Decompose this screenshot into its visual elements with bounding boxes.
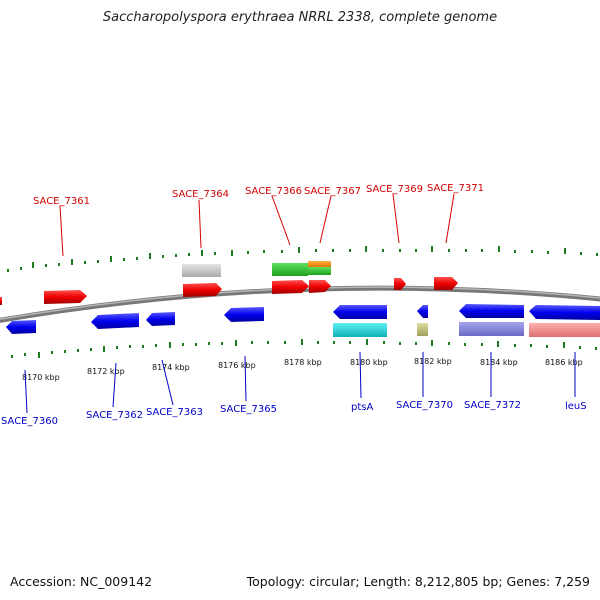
gene-label[interactable]: SACE_7365: [220, 404, 277, 415]
map-title: Saccharopolyspora erythraea NRRL 2338, c…: [102, 10, 498, 25]
tick-label: 8180 kbp: [350, 358, 388, 367]
gene-label[interactable]: SACE_7364: [172, 189, 229, 200]
feature-box-purple[interactable]: [459, 322, 524, 336]
forward-genes: [0, 277, 458, 305]
gene-label[interactable]: leuS: [565, 401, 587, 412]
gene-label[interactable]: SACE_7370: [396, 400, 453, 411]
gene-label[interactable]: SACE_7362: [86, 410, 143, 421]
gene-label[interactable]: SACE_7371: [427, 183, 484, 194]
tick-label: 8184 kbp: [480, 358, 518, 367]
gene-arrow-forward[interactable]: [44, 290, 87, 304]
gene-label[interactable]: SACE_7366: [245, 186, 302, 197]
gene-arrow-forward[interactable]: [309, 280, 331, 293]
gene-arrow-reverse[interactable]: [333, 305, 387, 319]
feature-box-olive[interactable]: [417, 323, 428, 336]
inner-tick-row: [11, 339, 597, 358]
gene-arrow-reverse[interactable]: [459, 304, 524, 318]
gene-label[interactable]: SACE_7363: [146, 407, 203, 418]
topology-length-genes-text: Topology: circular; Length: 8,212,805 bp…: [246, 574, 590, 589]
gene-arrow-reverse[interactable]: [91, 313, 139, 329]
gene-label[interactable]: SACE_7360: [1, 416, 58, 427]
top-gene-labels: SACE_7361 SACE_7364 SACE_7366 SACE_7367 …: [33, 183, 484, 207]
gene-arrow-reverse[interactable]: [529, 305, 600, 320]
gene-arrow-reverse[interactable]: [6, 320, 36, 334]
feature-box-pink[interactable]: [529, 323, 600, 337]
tick-label: 8178 kbp: [284, 358, 322, 367]
tick-label: 8170 kbp: [22, 373, 60, 382]
accession-text: Accession: NC_009142: [10, 574, 153, 589]
gene-arrow-forward[interactable]: [0, 297, 2, 305]
feature-box-cyan[interactable]: [333, 323, 387, 337]
reverse-genes: [6, 304, 600, 334]
tick-labels: 8170 kbp 8172 kbp 8174 kbp 8176 kbp 8178…: [22, 357, 583, 382]
gene-label[interactable]: ptsA: [351, 402, 373, 413]
tick-label: 8182 kbp: [414, 357, 452, 366]
gene-label[interactable]: SACE_7369: [366, 184, 423, 195]
feature-box-gray[interactable]: [182, 264, 221, 277]
tick-label: 8174 kbp: [152, 363, 190, 372]
gene-arrow-forward[interactable]: [394, 278, 406, 290]
tick-label: 8176 kbp: [218, 361, 256, 370]
bottom-gene-labels: SACE_7360 SACE_7362 SACE_7363 SACE_7365 …: [1, 400, 587, 427]
gene-arrow-forward[interactable]: [183, 283, 222, 297]
feature-box-orange[interactable]: [308, 261, 331, 267]
tick-label: 8172 kbp: [87, 367, 125, 376]
gene-arrow-reverse[interactable]: [224, 307, 264, 322]
bottom-leaders: [24, 351, 576, 414]
feature-box-green[interactable]: [308, 267, 331, 275]
tick-label: 8186 kbp: [545, 358, 583, 367]
gene-label[interactable]: SACE_7361: [33, 196, 90, 207]
outer-tick-row: [7, 246, 598, 272]
top-leaders: [59, 193, 455, 257]
gene-arrow-reverse[interactable]: [417, 305, 428, 318]
gene-arrow-reverse[interactable]: [146, 312, 175, 326]
gene-label[interactable]: SACE_7372: [464, 400, 521, 411]
gene-arrow-forward[interactable]: [272, 280, 309, 294]
feature-box-green[interactable]: [272, 263, 308, 276]
gene-label[interactable]: SACE_7367: [304, 186, 361, 197]
gene-arrow-forward[interactable]: [434, 277, 458, 290]
